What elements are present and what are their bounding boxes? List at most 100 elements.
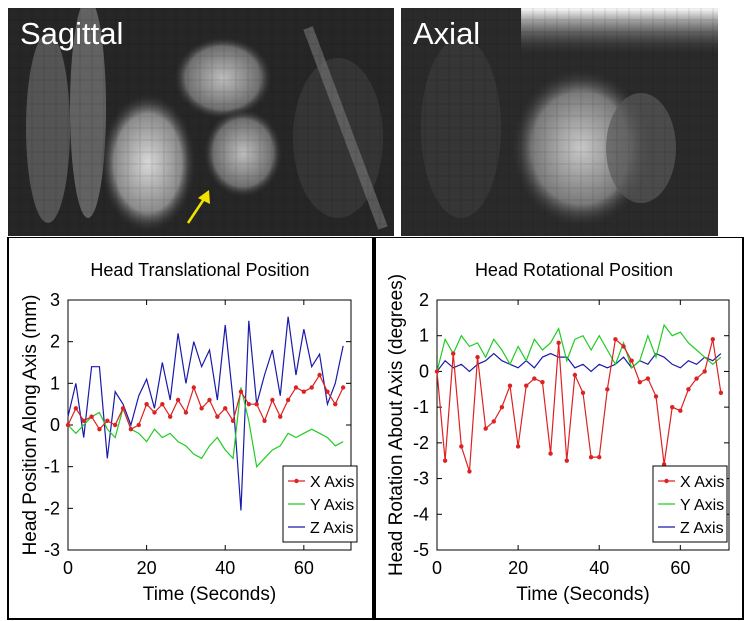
data-point xyxy=(572,372,578,378)
series-line-y-axis xyxy=(436,323,722,372)
data-point xyxy=(97,426,102,432)
y-tick-label: 2 xyxy=(419,290,429,310)
data-point xyxy=(65,422,71,428)
data-point xyxy=(270,397,275,403)
data-point xyxy=(491,419,496,424)
x-tick-label: 0 xyxy=(63,558,73,578)
series-line-x-axis xyxy=(436,338,722,472)
data-point xyxy=(325,389,330,394)
data-point xyxy=(301,389,307,394)
data-point xyxy=(293,385,299,390)
data-point xyxy=(105,418,110,424)
y-axis-label: Head Rotation About Axis (degrees) xyxy=(386,274,407,576)
legend-entry: X Axis xyxy=(680,474,724,491)
legend-entry: Z Axis xyxy=(680,520,724,537)
data-point xyxy=(199,406,204,411)
axial-label: Axial xyxy=(413,16,481,51)
data-point xyxy=(89,414,94,419)
y-axis-label: Head Position Along Axis (mm) xyxy=(20,295,41,556)
data-point xyxy=(694,376,699,381)
data-point xyxy=(507,383,513,388)
y-tick-label: -1 xyxy=(413,397,429,417)
y-tick-label: 2 xyxy=(50,332,60,352)
data-point xyxy=(702,369,707,374)
y-tick-label: 0 xyxy=(419,361,429,381)
data-point xyxy=(120,406,126,411)
data-point xyxy=(246,401,252,407)
series-line-z-axis xyxy=(67,316,344,511)
data-point xyxy=(442,458,448,463)
x-tick-label: 40 xyxy=(215,558,235,578)
data-point xyxy=(564,458,569,463)
data-point xyxy=(467,469,472,474)
data-point xyxy=(73,406,79,411)
data-point xyxy=(718,390,724,396)
data-point xyxy=(112,422,118,428)
legend-entry: Y Axis xyxy=(680,497,724,514)
data-point xyxy=(144,401,149,407)
chart-title: Head Rotational Position xyxy=(475,260,673,280)
legend-entry: Y Axis xyxy=(310,497,354,514)
data-point xyxy=(81,418,86,424)
data-point xyxy=(678,408,683,413)
y-tick-label: -1 xyxy=(44,457,60,477)
sagittal-mri-image: Sagittal xyxy=(8,8,394,236)
data-point xyxy=(459,444,464,449)
data-point xyxy=(597,454,602,460)
data-point xyxy=(230,418,236,424)
data-point xyxy=(175,397,181,403)
legend-entry: X Axis xyxy=(310,474,354,491)
legend-marker xyxy=(664,478,669,484)
y-tick-label: 0 xyxy=(50,415,60,435)
data-point xyxy=(670,404,675,410)
y-tick-label: 1 xyxy=(50,373,60,393)
data-point xyxy=(499,404,505,410)
data-point xyxy=(661,462,667,467)
y-tick-label: -4 xyxy=(413,504,429,524)
y-tick-label: 1 xyxy=(419,326,429,346)
chart-title: Head Translational Position xyxy=(90,260,309,280)
data-point xyxy=(613,337,618,342)
data-point xyxy=(653,394,659,399)
translational-panel-border xyxy=(7,237,374,620)
x-tick-label: 0 xyxy=(432,558,442,578)
y-tick-label: -3 xyxy=(44,540,60,560)
data-point xyxy=(223,406,228,411)
x-tick-label: 40 xyxy=(589,558,609,578)
data-point xyxy=(317,372,322,378)
data-point xyxy=(686,387,691,392)
axial-mri-texture xyxy=(401,8,718,236)
data-point xyxy=(605,387,610,392)
data-point xyxy=(152,410,157,415)
data-point xyxy=(548,451,553,456)
data-point xyxy=(524,383,529,388)
data-point xyxy=(285,397,291,403)
data-point xyxy=(160,401,165,407)
data-point xyxy=(309,385,314,390)
translational-chart: Head Translational Position -3 -2 -1 0 1 2 3 0 20… xyxy=(20,260,358,605)
legend-entry: Z Axis xyxy=(310,520,354,537)
arrow-head-icon xyxy=(198,190,210,204)
data-point xyxy=(645,376,651,381)
x-tick-label: 60 xyxy=(294,558,314,578)
data-point xyxy=(540,379,545,385)
data-point xyxy=(637,379,642,385)
data-point xyxy=(207,397,212,403)
data-point xyxy=(215,414,220,419)
y-tick-label: -2 xyxy=(413,433,429,453)
data-point xyxy=(238,389,244,394)
axial-mri-image: Axial xyxy=(401,8,718,236)
sagittal-label: Sagittal xyxy=(20,16,124,51)
data-point xyxy=(167,414,173,419)
data-point xyxy=(580,390,586,396)
data-point xyxy=(278,414,283,419)
data-point xyxy=(333,401,338,407)
data-point xyxy=(254,401,259,407)
data-point xyxy=(128,426,134,432)
data-point xyxy=(621,344,626,349)
data-point xyxy=(588,454,594,460)
x-axis-label: Time (Seconds) xyxy=(143,584,276,605)
rotational-panel-border xyxy=(374,237,744,620)
plot-area xyxy=(436,299,730,551)
